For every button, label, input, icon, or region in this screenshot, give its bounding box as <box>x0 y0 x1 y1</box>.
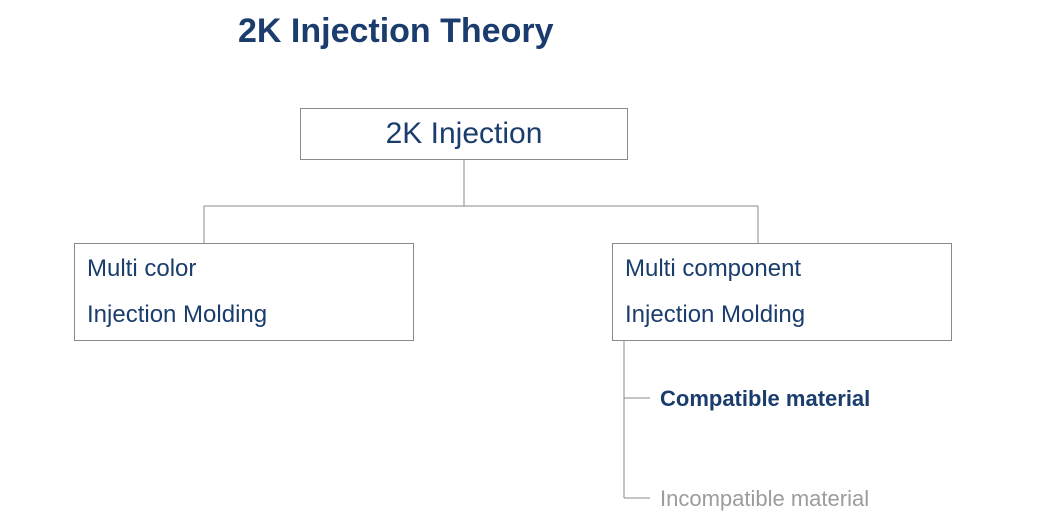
node-left: Multi color Injection Molding <box>74 243 414 341</box>
node-root-label: 2K Injection <box>386 117 543 151</box>
node-left-line1: Multi color <box>87 255 196 283</box>
node-right-line1: Multi component <box>625 255 801 283</box>
node-root: 2K Injection <box>300 108 628 160</box>
node-right: Multi component Injection Molding <box>612 243 952 341</box>
label-incompatible-material: Incompatible material <box>660 486 869 512</box>
diagram-title: 2K Injection Theory <box>238 12 554 51</box>
label-compatible-material: Compatible material <box>660 386 870 412</box>
node-right-line2: Injection Molding <box>625 301 805 329</box>
node-left-line2: Injection Molding <box>87 301 267 329</box>
